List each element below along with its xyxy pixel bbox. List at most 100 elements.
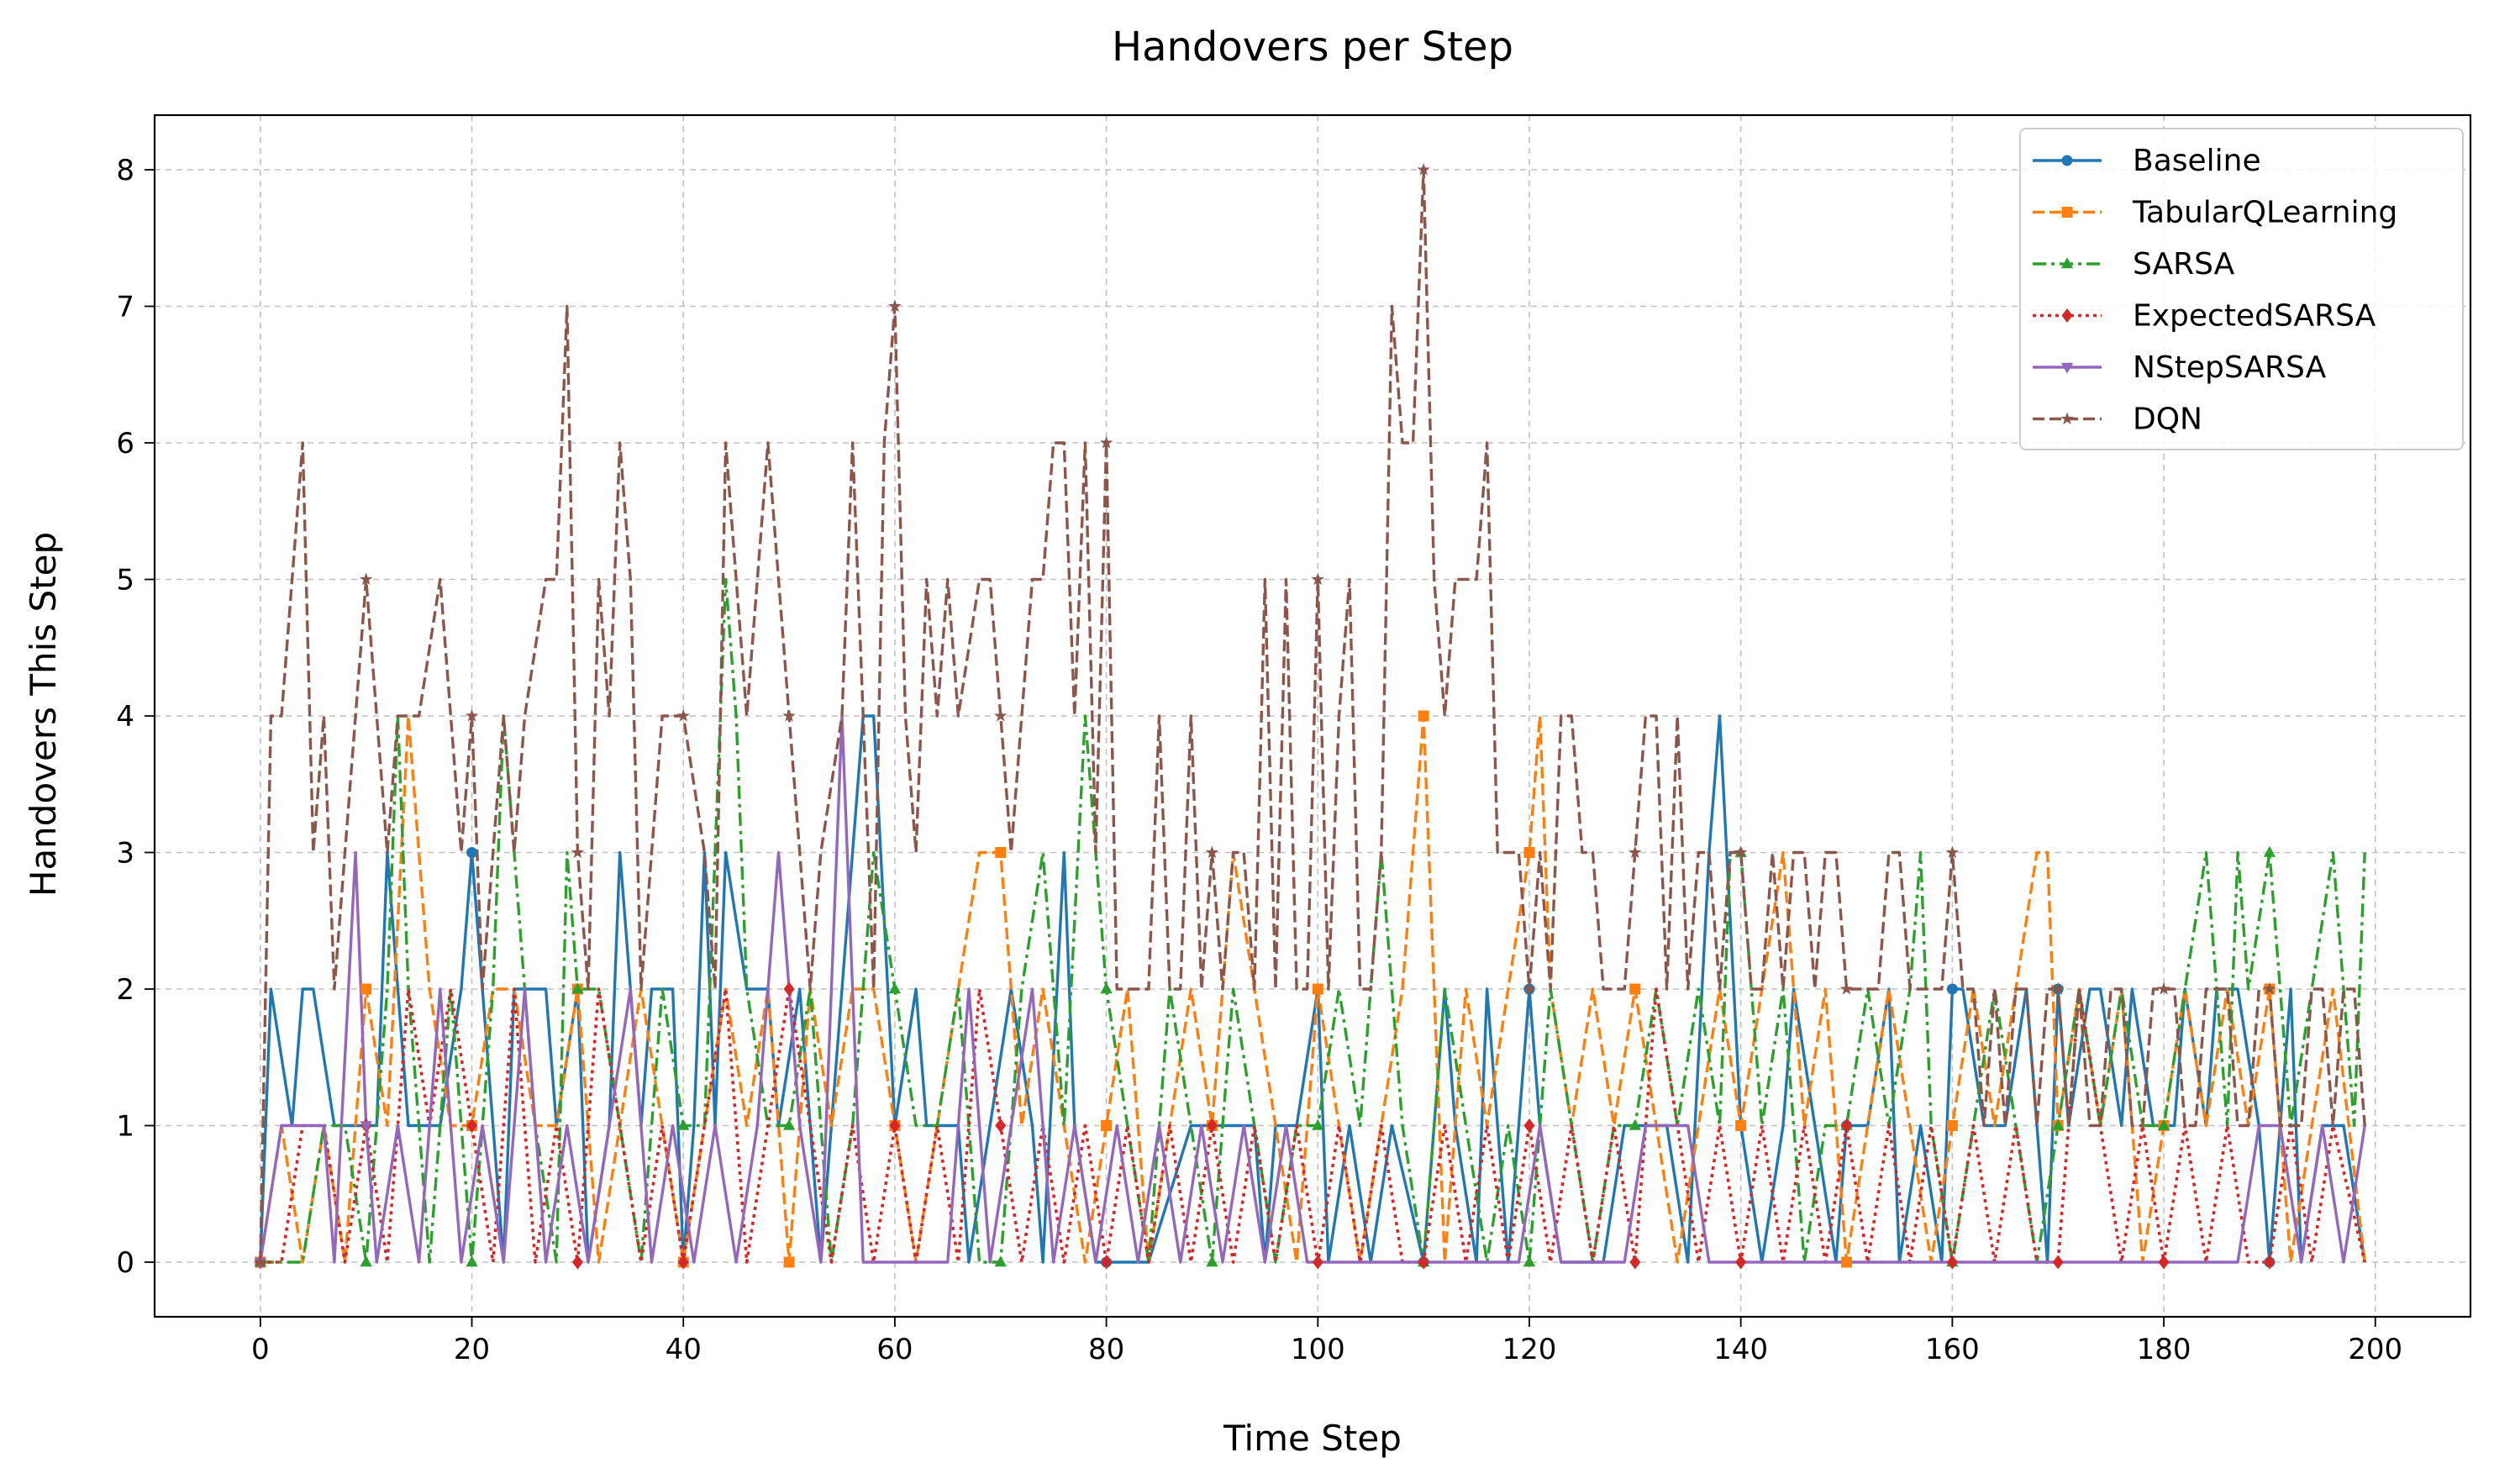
series-point-dqn [571,845,585,859]
series-line-dqn [259,168,2366,1263]
series-point-dqn [994,708,1008,722]
y-tick-label: 4 [116,700,134,734]
legend-label-dqn: DQN [2133,403,2202,437]
series-point-dqn [1523,981,1536,995]
series-point-expectedsarsa [1101,1255,1113,1270]
series-point-dqn [465,708,479,722]
legend-label-sarsa: SARSA [2133,247,2235,282]
legend-label-expectedsarsa: ExpectedSARSA [2133,299,2376,334]
series-point-tabularqlearning [783,1256,795,1268]
series-point-dqn [1417,162,1430,176]
series-point-sarsa [2052,1118,2065,1130]
series-point-dqn [254,1255,267,1268]
series-point-dqn [676,708,690,722]
x-tick-label: 80 [1088,1333,1124,1366]
y-tick-label: 8 [116,154,134,187]
series-point-sarsa [677,1118,690,1130]
series-point-expectedsarsa [889,1118,901,1133]
series-point-expectedsarsa [571,1255,583,1270]
series-point-sarsa [782,1118,796,1130]
series-point-tabularqlearning [1735,1120,1747,1131]
series-point-tabularqlearning [1841,1256,1853,1268]
series-point-tabularqlearning [1312,983,1323,995]
series-point-tabularqlearning [1946,1120,1958,1131]
x-tick-label: 0 [251,1333,270,1366]
series-point-expectedsarsa [677,1255,689,1270]
series-point-sarsa [1312,1118,1324,1130]
series-point-expectedsarsa [1418,1255,1429,1270]
series-point-expectedsarsa [783,981,795,997]
x-tick-label: 60 [876,1333,913,1366]
series-point-expectedsarsa [466,1118,478,1133]
axis-ticks: 0 20 40 60 80 100 120 140 160 180 200 0 1 2 3 4 5 6 7 8 [116,154,2402,1366]
legend-marker-sarsa [2060,257,2074,269]
legend-marker-baseline [2061,155,2073,166]
series-point-dqn [1628,845,1642,859]
legend-marker-expectedsarsa [2061,308,2073,323]
series-point-dqn [1734,845,1748,859]
y-tick-label: 6 [116,427,134,460]
series-point-baseline [466,847,478,858]
legend-label-nstepsarsa: NStepSARSA [2133,350,2327,385]
y-tick-label: 7 [116,291,134,324]
legend: Baseline TabularQLearning SARSA ExpectedSAR… [2019,128,2464,450]
y-tick-label: 5 [116,564,134,597]
series-point-expectedsarsa [1841,1118,1853,1133]
legend-label-tabularqlearning: TabularQLearning [2132,196,2397,230]
legend-label-baseline: Baseline [2133,144,2261,178]
series-point-tabularqlearning [995,847,1007,858]
legend-marker-dqn [2060,412,2074,425]
x-tick-label: 100 [1291,1333,1345,1366]
series-point-dqn [1839,981,1854,995]
series-point-sarsa [888,982,902,994]
x-tick-label: 40 [666,1333,702,1366]
series-point-expectedsarsa [1523,1118,1535,1133]
series-point-expectedsarsa [2052,1255,2064,1270]
legend-marker-nstepsarsa [2060,362,2074,374]
series-point-dqn [1205,845,1219,859]
series-point-tabularqlearning [360,983,372,995]
series-point-sarsa [1523,1255,1536,1267]
series-point-dqn [1311,572,1325,586]
x-tick-label: 140 [1713,1333,1768,1366]
series-point-expectedsarsa [1629,1255,1641,1270]
series-point-tabularqlearning [1418,710,1429,722]
series-line-nstepsarsa [259,714,2366,1264]
series-point-tabularqlearning [1101,1120,1113,1131]
series-point-expectedsarsa [1735,1255,1747,1270]
series-line-tabularqlearning [259,714,2366,1264]
x-tick-label: 160 [1925,1333,1980,1366]
series-lines [259,168,2366,1264]
y-tick-label: 1 [116,1110,134,1144]
x-tick-label: 200 [2348,1333,2402,1366]
series-point-expectedsarsa [2264,1255,2276,1270]
x-tick-label: 180 [2137,1333,2191,1366]
series-point-tabularqlearning [1523,847,1535,858]
series-point-sarsa [1628,1118,1641,1130]
series-point-expectedsarsa [2158,1255,2170,1270]
series-line-expectedsarsa [260,987,2366,1264]
series-point-sarsa [466,1255,478,1267]
series-point-expectedsarsa [995,1118,1007,1133]
y-tick-label: 3 [116,837,134,871]
legend-marker-tabularqlearning [2061,207,2073,218]
x-axis-label: Time Step [1223,1418,1402,1459]
series-point-sarsa [1100,982,1113,994]
series-point-expectedsarsa [1206,1118,1218,1133]
series-point-sarsa [2157,1118,2170,1130]
series-point-dqn [2263,981,2276,995]
series-point-nstepsarsa [360,1121,372,1133]
series-point-dqn [1945,845,1960,859]
series-point-dqn [888,299,902,313]
series-point-sarsa [2263,845,2276,857]
series-point-sarsa [571,982,584,994]
chart-title: Handovers per Step [1112,24,1513,71]
series-point-sarsa [1206,1255,1218,1267]
series-markers [254,162,2276,1270]
series-point-expectedsarsa [1312,1255,1323,1270]
series-point-sarsa [360,1255,372,1267]
series-point-dqn [782,708,796,722]
y-tick-label: 0 [116,1246,134,1280]
series-point-dqn [359,572,373,586]
